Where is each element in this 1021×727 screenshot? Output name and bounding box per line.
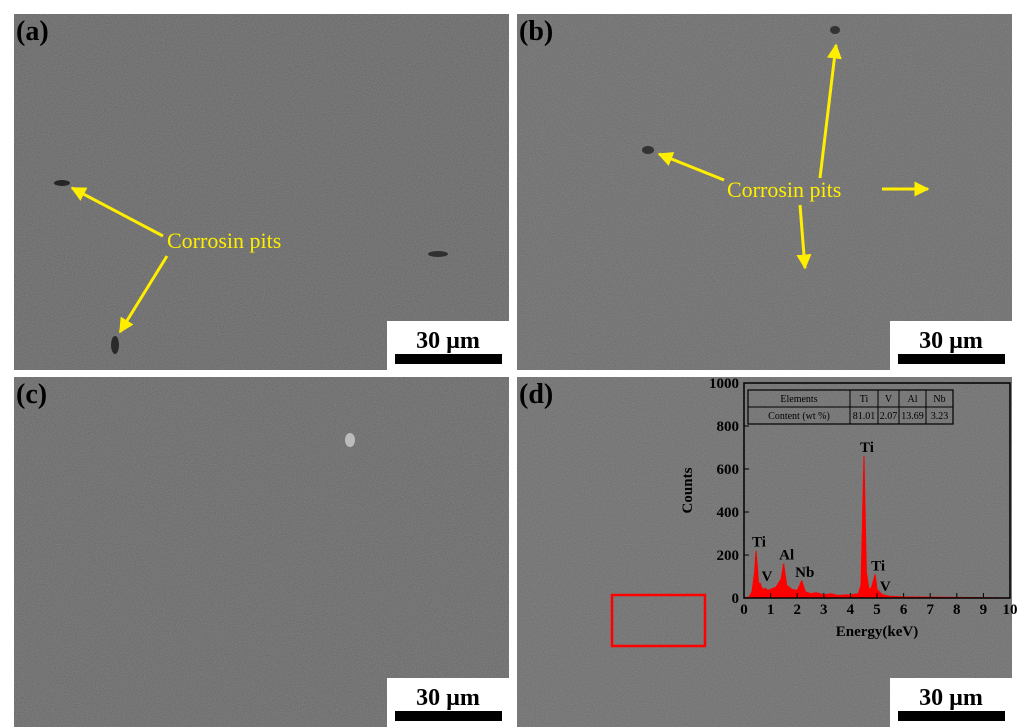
peak-label: Ti <box>860 440 874 456</box>
x-tick-label: 5 <box>873 602 881 618</box>
table-header: Al <box>908 394 918 405</box>
peak-label: Ti <box>871 558 885 574</box>
y-tick-label: 0 <box>732 591 740 607</box>
y-tick-label: 1000 <box>709 376 739 392</box>
table-header: Elements <box>780 394 817 405</box>
panel-d <box>517 377 1012 727</box>
x-tick-label: 3 <box>820 602 828 618</box>
table-cell: 13.69 <box>901 411 924 422</box>
x-tick-label: 0 <box>740 602 748 618</box>
y-tick-label: 800 <box>717 419 740 435</box>
y-axis-label: Counts <box>680 467 696 513</box>
scale-bar <box>395 711 502 721</box>
y-tick-label: 600 <box>717 462 740 478</box>
panel-a <box>14 14 509 370</box>
y-tick-label: 400 <box>717 505 740 521</box>
x-tick-label: 8 <box>953 602 961 618</box>
panel-label: (b) <box>519 16 553 47</box>
panel-c <box>14 377 509 727</box>
x-tick-label: 2 <box>793 602 801 618</box>
table-header: V <box>885 394 893 405</box>
scale-bar-label: 30 µm <box>416 328 480 354</box>
x-tick-label: 10 <box>1003 602 1018 618</box>
scale-bar <box>395 354 502 364</box>
annotation: Corrosin pits <box>167 228 281 253</box>
x-tick-label: 1 <box>767 602 775 618</box>
peak-label: Nb <box>795 565 814 581</box>
table-cell: 2.07 <box>880 411 898 422</box>
x-axis-label: Energy(keV) <box>836 624 919 640</box>
table-header: Ti <box>860 394 869 405</box>
peak-label: V <box>880 579 891 595</box>
table-cell: Content (wt %) <box>768 411 830 422</box>
panel-label: (a) <box>16 16 49 47</box>
peak-label: Ti <box>752 535 766 551</box>
x-tick-label: 4 <box>847 602 855 618</box>
panel-label: (c) <box>16 379 47 410</box>
scale-bar <box>898 354 1005 364</box>
x-tick-label: 7 <box>926 602 934 618</box>
peak-label: V <box>762 569 773 585</box>
figure: (a) 30 µm Corrosin pits (b) 30 µm Corrosin pi… <box>0 0 1021 727</box>
panel-label: (d) <box>519 379 553 410</box>
scale-bar-label: 30 µm <box>416 685 480 711</box>
table-header: Nb <box>933 394 945 405</box>
y-tick-label: 200 <box>717 548 740 564</box>
scale-bar-label: 30 µm <box>919 685 983 711</box>
annotation: Corrosin pits <box>727 177 841 202</box>
table-cell: 3.23 <box>931 411 949 422</box>
x-tick-label: 9 <box>980 602 988 618</box>
x-tick-label: 6 <box>900 602 908 618</box>
table-cell: 81.01 <box>853 411 876 422</box>
peak-label: Al <box>779 548 794 564</box>
scale-bar-label: 30 µm <box>919 328 983 354</box>
scale-bar <box>898 711 1005 721</box>
